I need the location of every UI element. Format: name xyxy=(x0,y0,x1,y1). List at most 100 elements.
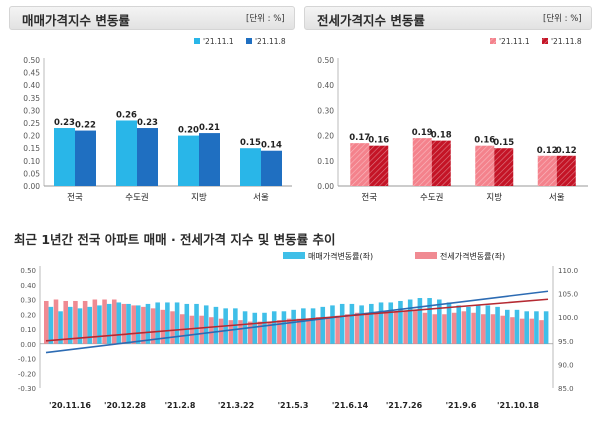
trend-jeonse-bar xyxy=(403,311,408,344)
trend-sale-bar xyxy=(398,300,403,344)
jeonse-bar xyxy=(350,143,370,186)
trend-jeonse-bar xyxy=(374,312,379,344)
trend-sale-bar xyxy=(446,302,452,344)
sale-bar xyxy=(137,128,158,186)
trend-jeonse-bar xyxy=(44,300,49,344)
sale-value-label: 0.22 xyxy=(75,121,96,131)
sale-ytick-label: 0.15 xyxy=(23,144,40,153)
jeonse-value-label: 0.12 xyxy=(556,146,577,156)
trend-jeonse-bar xyxy=(92,299,98,344)
jeonse-category-label: 수도권 xyxy=(420,192,443,203)
jeonse-value-label: 0.15 xyxy=(493,138,514,148)
sale-category-label: 전국 xyxy=(67,192,83,203)
trend-x-tick-label: '21.3.22 xyxy=(218,401,254,410)
jeonse-change-chart: 0.00 0.10 0.20 0.30 0.40 0.50 '21.11.1 '21.11.8… xyxy=(317,37,588,203)
jeonse-ytick-label: 0.20 xyxy=(317,132,334,141)
jeonse-category-label: 전국 xyxy=(361,192,377,203)
trend-sale-bar xyxy=(301,308,306,344)
trend-sale-bar xyxy=(534,311,539,344)
sale-ytick-label: 0.00 xyxy=(23,182,40,191)
trend-jeonse-bar xyxy=(413,309,418,344)
trend-sale-bar xyxy=(77,308,83,344)
trend-jeonse-bar xyxy=(247,321,253,344)
trend-sale-bar xyxy=(48,306,54,344)
trend-jeonse-bar xyxy=(170,311,175,344)
trend-jeonse-bar xyxy=(238,320,243,344)
jeonse-bar xyxy=(537,155,557,186)
trend-jeonse-bar xyxy=(199,315,204,344)
trend-jeonse-bar xyxy=(393,311,399,344)
trend-sale-bar xyxy=(407,299,413,344)
trend-x-tick-label: '21.6.14 xyxy=(332,401,369,410)
sale-ytick-label: 0.40 xyxy=(23,81,40,90)
sale-value-label: 0.14 xyxy=(261,141,282,151)
trend-left-tick-label: 0.30 xyxy=(20,297,36,305)
sale-value-label: 0.23 xyxy=(137,118,158,128)
trend-sale-bar xyxy=(378,302,384,344)
trend-left-tick-label: 0.40 xyxy=(20,282,36,290)
jeonse-unit-label: [단위 : %] xyxy=(543,14,582,24)
trend-sale-bar xyxy=(427,298,432,344)
trend-sale-bar xyxy=(165,302,170,344)
trend-jeonse-bar xyxy=(471,312,476,344)
jeonse-value-label: 0.12 xyxy=(537,146,558,156)
trend-sale-bar xyxy=(339,303,345,344)
sale-ytick-label: 0.35 xyxy=(23,94,40,103)
trend-sale-bar xyxy=(126,303,131,344)
sale-category-label: 서울 xyxy=(253,193,269,203)
sale-value-label: 0.26 xyxy=(116,110,137,120)
trend-jeonse-bar xyxy=(315,317,321,344)
trend-jeonse-bar xyxy=(500,315,506,344)
trend-jeonse-bar xyxy=(325,317,331,344)
trend-jeonse-bar xyxy=(383,311,389,344)
trend-jeonse-bar xyxy=(131,305,136,344)
trend-sale-bar xyxy=(543,311,549,344)
trend-right-tick-label: 100.0 xyxy=(558,314,578,322)
trend-right-tick-label: 105.0 xyxy=(558,291,578,299)
jeonse-category-label: 지방 xyxy=(486,192,502,203)
trend-x-tick-label: '21.10.18 xyxy=(497,401,539,410)
jeonse-ytick-label: 0.00 xyxy=(317,182,334,191)
trend-sale-bar xyxy=(281,311,287,344)
trend-sale-bar xyxy=(58,311,63,344)
trend-jeonse-bar xyxy=(442,314,447,344)
sale-ytick-label: 0.45 xyxy=(23,69,40,78)
trend-jeonse-index-line xyxy=(45,298,549,342)
sale-ytick-label: 0.30 xyxy=(23,106,40,115)
trend-right-tick-label: 95.0 xyxy=(558,338,574,346)
trend-sale-bar xyxy=(203,305,209,344)
trend-sale-bar xyxy=(194,303,199,344)
trend-x-tick-label: '21.7.26 xyxy=(386,401,423,410)
trend-jeonse-bar xyxy=(529,318,535,344)
trend-sale-bar xyxy=(437,299,442,344)
trend-right-tick-label: 110.0 xyxy=(558,267,578,275)
sale-panel-header: 매매가격지수 변동률 xyxy=(9,6,295,30)
trend-left-tick-label: 0.50 xyxy=(20,267,36,275)
trend-jeonse-bar xyxy=(267,321,272,344)
trend-sale-bar xyxy=(87,306,92,344)
trend-jeonse-bar xyxy=(354,312,360,344)
sale-category-label: 지방 xyxy=(191,192,207,203)
sale-ytick-label: 0.20 xyxy=(23,132,40,141)
trend-sale-bar xyxy=(116,302,122,344)
trend-jeonse-bar xyxy=(228,320,234,344)
trend-sale-bar xyxy=(485,305,491,344)
trend-jeonse-bar xyxy=(481,314,486,344)
trend-sale-bar xyxy=(349,303,355,344)
trend-jeonse-bar xyxy=(63,300,68,344)
trend-jeonse-bar xyxy=(422,312,428,344)
jeonse-value-label: 0.16 xyxy=(474,136,495,146)
trend-sale-bar xyxy=(310,308,316,344)
sale-value-label: 0.15 xyxy=(240,138,261,148)
trend-right-tick-label: 85.0 xyxy=(558,385,574,393)
trend-sale-bar xyxy=(174,302,180,344)
trend-jeonse-bar xyxy=(277,320,282,344)
trend-jeonse-bar xyxy=(73,300,78,344)
jeonse-bar xyxy=(369,145,389,186)
jeonse-value-label: 0.18 xyxy=(431,131,452,141)
trend-sale-index-line xyxy=(45,290,549,354)
jeonse-ytick-label: 0.30 xyxy=(317,106,334,115)
sale-legend-label: '21.11.1 xyxy=(203,37,234,46)
jeonse-ytick-label: 0.10 xyxy=(317,157,334,166)
jeonse-ytick-label: 0.50 xyxy=(317,56,334,65)
